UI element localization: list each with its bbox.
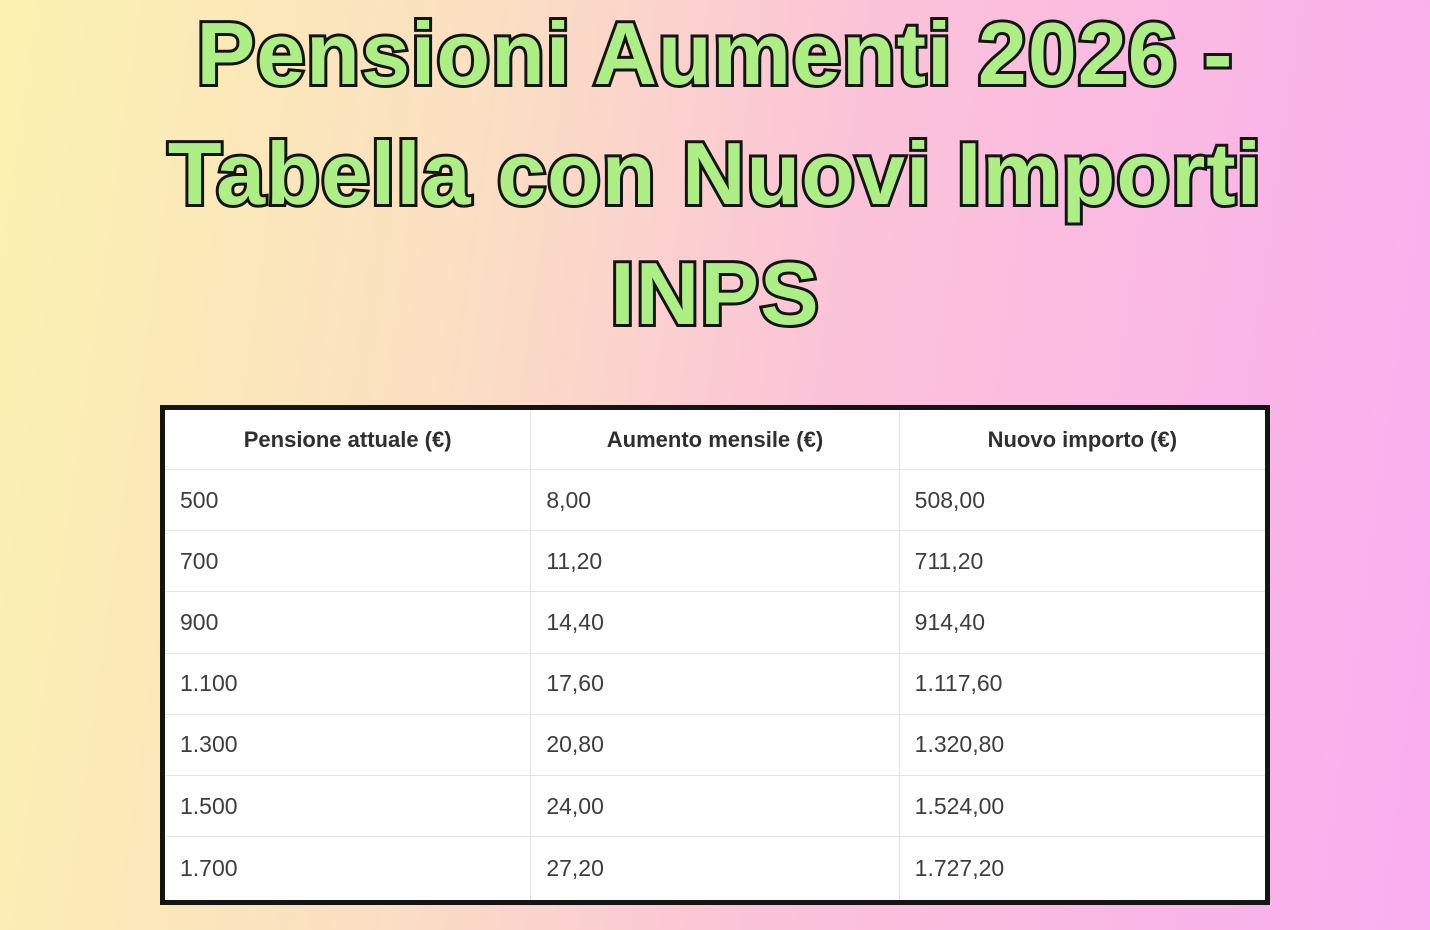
title-line-1: Pensioni Aumenti 2026 - — [194, 1, 1236, 106]
cell-nuovo-importo: 508,00 — [898, 468, 1269, 532]
cell-pensione-attuale: 500 — [161, 468, 532, 532]
table-row: 900 14,40 914,40 — [161, 591, 1269, 654]
cell-pensione-attuale: 1.500 — [161, 775, 532, 838]
column-header-aumento-mensile: Aumento mensile (€) — [530, 407, 900, 470]
table-header-row: Pensione attuale (€) Aumento mensile (€)… — [161, 407, 1269, 470]
table-row: 1.300 20,80 1.320,80 — [161, 713, 1269, 777]
title-line-2: Tabella con Nuovi Importi — [165, 121, 1264, 226]
table-row: 700 11,20 711,20 — [161, 530, 1269, 593]
table-row: 1.500 24,00 1.524,00 — [161, 775, 1269, 838]
cell-nuovo-importo: 1.727,20 — [898, 836, 1269, 903]
table-row: 1.700 27,20 1.727,20 — [161, 836, 1269, 903]
table-row: 1.100 17,60 1.117,60 — [161, 652, 1269, 715]
cell-pensione-attuale: 1.100 — [161, 652, 532, 715]
cell-aumento-mensile: 20,80 — [530, 713, 900, 777]
column-header-pensione-attuale: Pensione attuale (€) — [161, 407, 532, 470]
cell-aumento-mensile: 27,20 — [530, 836, 900, 903]
pension-table: Pensione attuale (€) Aumento mensile (€)… — [160, 405, 1270, 905]
cell-nuovo-importo: 711,20 — [898, 530, 1269, 593]
cell-pensione-attuale: 700 — [161, 530, 532, 593]
cell-nuovo-importo: 1.117,60 — [898, 652, 1269, 715]
cell-pensione-attuale: 1.300 — [161, 713, 532, 777]
cell-nuovo-importo: 1.320,80 — [898, 713, 1269, 777]
column-header-nuovo-importo: Nuovo importo (€) — [898, 407, 1269, 470]
cell-aumento-mensile: 11,20 — [530, 530, 900, 593]
cell-aumento-mensile: 17,60 — [530, 652, 900, 715]
cell-pensione-attuale: 900 — [161, 591, 532, 654]
cell-nuovo-importo: 914,40 — [898, 591, 1269, 654]
cell-aumento-mensile: 24,00 — [530, 775, 900, 838]
cell-aumento-mensile: 8,00 — [530, 468, 900, 532]
cell-nuovo-importo: 1.524,00 — [898, 775, 1269, 838]
cell-pensione-attuale: 1.700 — [161, 836, 532, 903]
cell-aumento-mensile: 14,40 — [530, 591, 900, 654]
title-line-3: INPS — [607, 241, 821, 346]
page-title: Pensioni Aumenti 2026 - Tabella con Nuov… — [0, 0, 1430, 354]
table-row: 500 8,00 508,00 — [161, 468, 1269, 532]
